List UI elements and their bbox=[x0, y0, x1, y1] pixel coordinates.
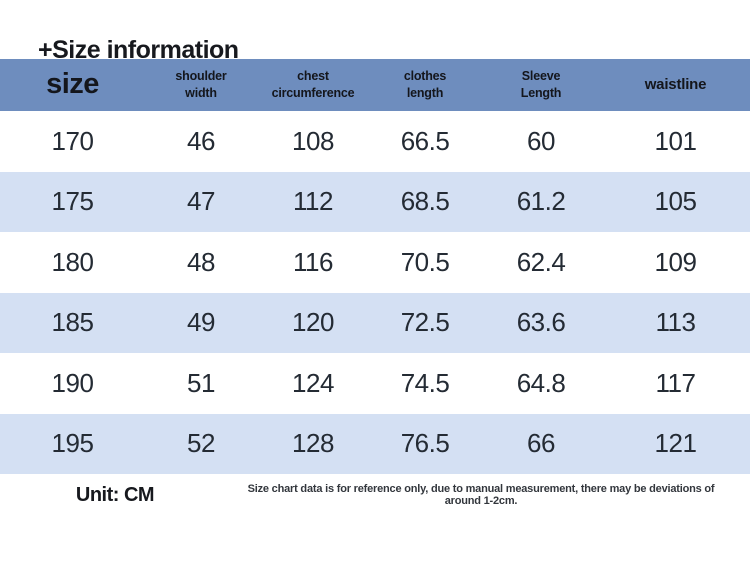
cell-chest-circumference: 124 bbox=[292, 367, 334, 398]
cell-shoulder-width: 49 bbox=[187, 307, 215, 338]
cell-waistline: 121 bbox=[654, 428, 697, 459]
cell-sleeve-length: 62.4 bbox=[516, 246, 566, 277]
table-row: 195 52 128 76.5 66 121 bbox=[0, 413, 750, 474]
cell-size: 185 bbox=[51, 307, 94, 338]
cell-size: 195 bbox=[51, 428, 94, 459]
cell-clothes-length: 68.5 bbox=[400, 186, 450, 217]
unit-label: Unit: CM bbox=[75, 483, 155, 506]
cell-shoulder-width: 51 bbox=[187, 367, 215, 398]
cell-sleeve-length: 60 bbox=[527, 125, 555, 156]
column-header-waistline: waistline bbox=[644, 75, 707, 93]
cell-shoulder-width: 47 bbox=[187, 186, 215, 217]
column-header-clothes-length: clothes length bbox=[403, 69, 447, 100]
cell-sleeve-length: 64.8 bbox=[516, 367, 566, 398]
cell-chest-circumference: 120 bbox=[292, 307, 334, 338]
cell-waistline: 117 bbox=[655, 367, 696, 398]
cell-chest-circumference: 112 bbox=[293, 186, 333, 217]
column-header-shoulder-width: shoulder width bbox=[175, 69, 227, 100]
column-header-chest-circumference: chest circumference bbox=[271, 69, 355, 100]
size-table: size shoulder width chest circumference … bbox=[0, 59, 750, 474]
cell-size: 170 bbox=[51, 125, 94, 156]
table-row: 170 46 108 66.5 60 101 bbox=[0, 111, 750, 172]
size-table-header: size shoulder width chest circumference … bbox=[0, 59, 750, 111]
page-title: +Size information bbox=[38, 36, 239, 64]
cell-size: 180 bbox=[51, 246, 94, 277]
table-row: 180 48 116 70.5 62.4 109 bbox=[0, 232, 750, 293]
cell-chest-circumference: 128 bbox=[292, 428, 334, 459]
header-row: size shoulder width chest circumference … bbox=[0, 59, 750, 111]
column-header-sleeve-length: Sleeve Length bbox=[520, 69, 562, 100]
cell-sleeve-length: 66 bbox=[527, 428, 555, 459]
table-row: 185 49 120 72.5 63.6 113 bbox=[0, 292, 750, 353]
cell-waistline: 105 bbox=[654, 186, 697, 217]
table-footer: Unit: CM Size chart data is for referenc… bbox=[0, 483, 750, 507]
column-header-size: size bbox=[46, 68, 99, 101]
cell-clothes-length: 76.5 bbox=[400, 428, 450, 459]
cell-clothes-length: 72.5 bbox=[400, 307, 450, 338]
cell-shoulder-width: 52 bbox=[187, 428, 215, 459]
cell-chest-circumference: 116 bbox=[293, 246, 333, 277]
cell-waistline: 113 bbox=[655, 307, 696, 338]
size-table-body: 170 46 108 66.5 60 101 175 47 112 68.5 6… bbox=[0, 111, 750, 474]
cell-size: 190 bbox=[51, 367, 94, 398]
cell-clothes-length: 70.5 bbox=[400, 246, 450, 277]
cell-clothes-length: 66.5 bbox=[400, 125, 450, 156]
table-row: 175 47 112 68.5 61.2 105 bbox=[0, 171, 750, 232]
cell-sleeve-length: 61.2 bbox=[516, 186, 566, 217]
table-row: 190 51 124 74.5 64.8 117 bbox=[0, 353, 750, 414]
cell-sleeve-length: 63.6 bbox=[516, 307, 566, 338]
cell-shoulder-width: 46 bbox=[187, 125, 215, 156]
cell-size: 175 bbox=[51, 186, 94, 217]
cell-waistline: 109 bbox=[654, 246, 697, 277]
cell-waistline: 101 bbox=[654, 125, 697, 156]
disclaimer-text: Size chart data is for reference only, d… bbox=[247, 483, 715, 507]
cell-shoulder-width: 48 bbox=[187, 246, 215, 277]
cell-clothes-length: 74.5 bbox=[400, 367, 450, 398]
cell-chest-circumference: 108 bbox=[292, 125, 334, 156]
